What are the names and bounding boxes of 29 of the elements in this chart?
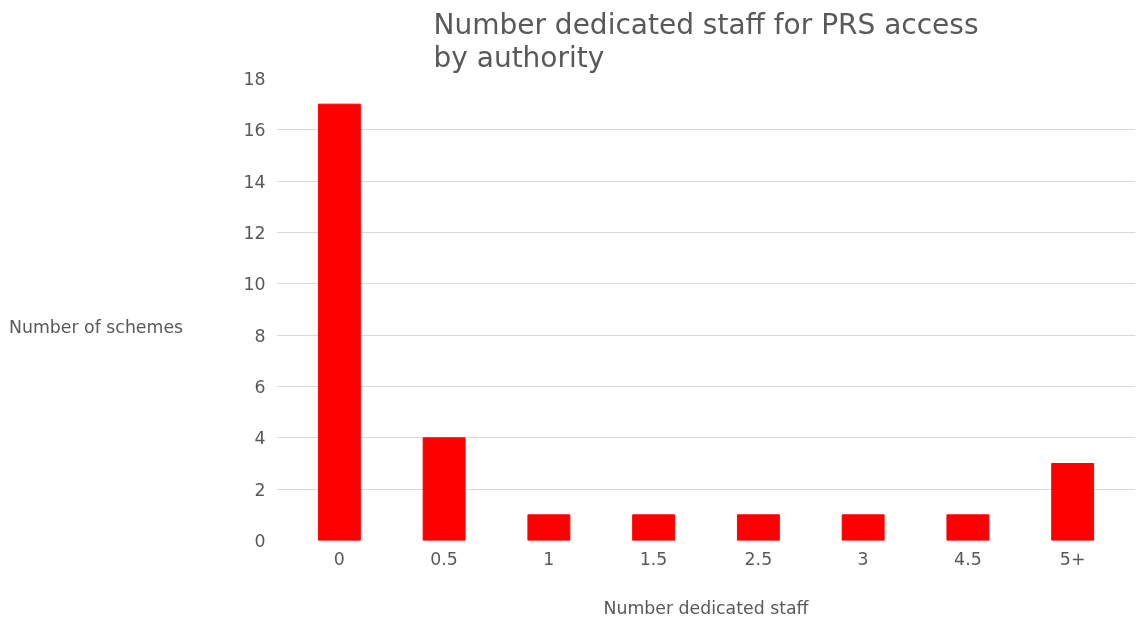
x-tick-label: 4.5 (954, 548, 982, 569)
x-tick-label: 0.5 (430, 548, 458, 569)
bar (632, 514, 676, 541)
x-tick-label: 5+ (1059, 548, 1086, 569)
y-tick-label: 4 (254, 428, 266, 449)
x-axis-title: Number dedicated staff (603, 597, 810, 618)
chart-title: Number dedicated staff for PRS access by authority (433, 7, 979, 74)
bar (527, 514, 571, 541)
y-tick-label: 18 (243, 69, 266, 89)
y-tick-label: 14 (243, 171, 266, 192)
bar (317, 103, 361, 541)
x-tick-label: 1.5 (639, 548, 668, 569)
y-axis-title: Number of schemes (9, 316, 184, 339)
x-tick-label: 1 (543, 548, 555, 569)
y-tick-label: 16 (243, 120, 266, 141)
x-tick-label: 3 (857, 548, 869, 569)
bar (1051, 463, 1095, 541)
bar (422, 437, 466, 541)
y-tick-label: 8 (254, 325, 266, 346)
bar (841, 514, 885, 541)
bar (736, 514, 780, 541)
y-tick-label: 6 (254, 377, 266, 397)
bar (946, 514, 990, 541)
y-tick-label: 2 (254, 479, 266, 500)
y-tick-label: 10 (243, 274, 266, 295)
y-tick-label: 0 (254, 531, 266, 551)
x-tick-label: 2.5 (744, 548, 773, 569)
x-tick-label: 0 (333, 548, 345, 569)
y-tick-label: 12 (243, 223, 266, 243)
